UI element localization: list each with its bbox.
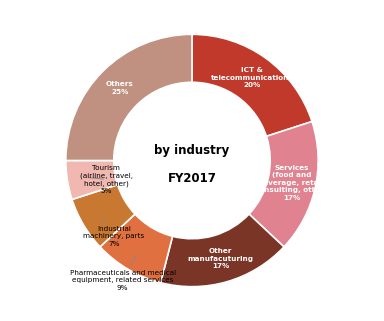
Text: FY2017: FY2017 [167, 172, 217, 185]
Wedge shape [192, 34, 312, 136]
Text: by industry: by industry [154, 144, 230, 157]
Wedge shape [100, 214, 172, 283]
Wedge shape [66, 34, 192, 160]
Wedge shape [66, 160, 118, 199]
Text: Tourism
(airline, travel,
hotel, other)
5%: Tourism (airline, travel, hotel, other) … [80, 165, 133, 194]
Text: ICT &
telecommunications
20%: ICT & telecommunications 20% [211, 67, 293, 88]
Text: Services
(food and
beverage, retail,
consulting, other)
17%: Services (food and beverage, retail, con… [255, 165, 329, 201]
Wedge shape [161, 214, 284, 287]
Text: Other
manufacuturing
17%: Other manufacuturing 17% [187, 248, 253, 269]
Text: Pharmaceuticals and medical
equipment, related services
9%: Pharmaceuticals and medical equipment, r… [70, 255, 175, 291]
Wedge shape [249, 122, 318, 247]
Text: Industrial
machinery, parts
7%: Industrial machinery, parts 7% [83, 217, 144, 247]
Text: Others
25%: Others 25% [106, 82, 134, 95]
Wedge shape [72, 185, 135, 247]
